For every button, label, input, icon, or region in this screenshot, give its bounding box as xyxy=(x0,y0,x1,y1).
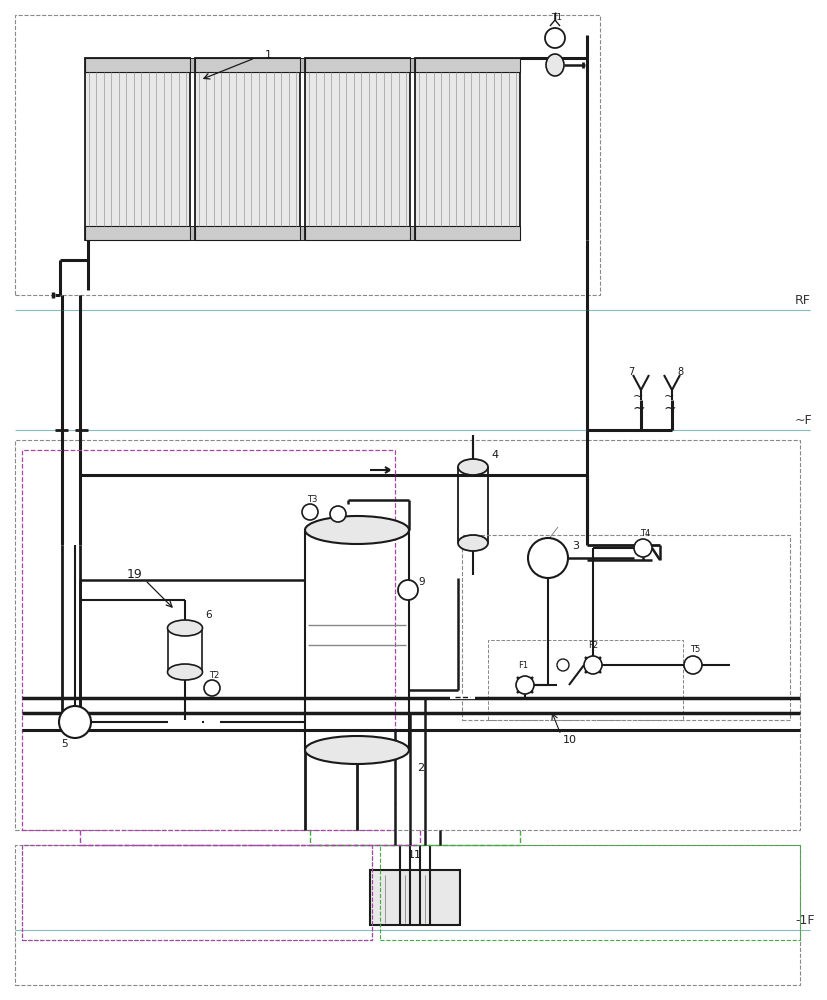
Text: 4: 4 xyxy=(491,450,499,460)
Circle shape xyxy=(545,28,565,48)
Circle shape xyxy=(684,656,702,674)
Circle shape xyxy=(302,504,318,520)
Text: 8: 8 xyxy=(677,367,683,377)
Text: 2: 2 xyxy=(418,763,424,773)
Bar xyxy=(22,845,372,940)
Bar xyxy=(15,440,800,830)
Text: T3: T3 xyxy=(307,494,318,504)
Bar xyxy=(85,58,190,240)
Ellipse shape xyxy=(305,516,409,544)
Text: ~F: ~F xyxy=(795,414,813,426)
Bar xyxy=(22,450,395,830)
Bar xyxy=(410,58,415,72)
Circle shape xyxy=(557,659,569,671)
Circle shape xyxy=(528,538,568,578)
Circle shape xyxy=(516,676,534,694)
Text: 3: 3 xyxy=(572,541,580,551)
Ellipse shape xyxy=(168,620,203,636)
Text: -1F: -1F xyxy=(795,914,815,926)
Ellipse shape xyxy=(458,459,488,475)
Text: 1: 1 xyxy=(265,50,272,60)
Text: 6: 6 xyxy=(206,610,213,620)
Bar xyxy=(305,226,410,240)
Bar xyxy=(300,226,305,240)
Text: ~: ~ xyxy=(664,389,674,402)
Bar xyxy=(190,58,195,72)
Bar xyxy=(195,226,300,240)
Bar xyxy=(380,845,800,940)
Bar xyxy=(195,58,300,72)
Bar xyxy=(195,58,300,240)
Text: 5: 5 xyxy=(62,739,69,749)
Bar xyxy=(410,226,415,240)
Bar xyxy=(300,58,305,72)
Bar xyxy=(22,845,372,940)
Text: T4: T4 xyxy=(640,528,650,538)
Bar xyxy=(415,58,520,240)
Ellipse shape xyxy=(168,664,203,680)
Text: T5: T5 xyxy=(690,645,700,654)
Circle shape xyxy=(204,680,220,696)
Bar xyxy=(15,15,600,295)
Bar xyxy=(370,870,460,925)
Text: ~: ~ xyxy=(663,400,676,416)
Bar xyxy=(305,58,410,240)
Text: 10: 10 xyxy=(563,735,577,745)
Bar xyxy=(190,226,195,240)
Bar xyxy=(462,535,790,720)
Text: 9: 9 xyxy=(418,577,425,587)
Bar xyxy=(85,58,190,72)
Bar xyxy=(488,640,683,720)
Text: 11: 11 xyxy=(408,850,422,860)
Bar xyxy=(415,226,520,240)
Circle shape xyxy=(59,706,91,738)
Ellipse shape xyxy=(458,535,488,551)
Text: T1: T1 xyxy=(552,13,562,22)
Bar xyxy=(85,226,190,240)
Text: T2: T2 xyxy=(209,670,219,680)
Bar xyxy=(415,58,520,72)
Text: RF: RF xyxy=(795,294,811,306)
Circle shape xyxy=(398,580,418,600)
Text: ~: ~ xyxy=(633,389,643,402)
Bar xyxy=(305,58,410,72)
Text: 19: 19 xyxy=(127,568,143,582)
Bar xyxy=(15,845,800,985)
Circle shape xyxy=(634,539,652,557)
Ellipse shape xyxy=(305,736,409,764)
Circle shape xyxy=(584,656,602,674)
Ellipse shape xyxy=(546,54,564,76)
Text: F2: F2 xyxy=(588,641,598,650)
Text: F1: F1 xyxy=(518,660,528,670)
Bar xyxy=(22,845,372,940)
Circle shape xyxy=(330,506,346,522)
Text: ~: ~ xyxy=(633,400,645,416)
Text: 7: 7 xyxy=(628,367,634,377)
